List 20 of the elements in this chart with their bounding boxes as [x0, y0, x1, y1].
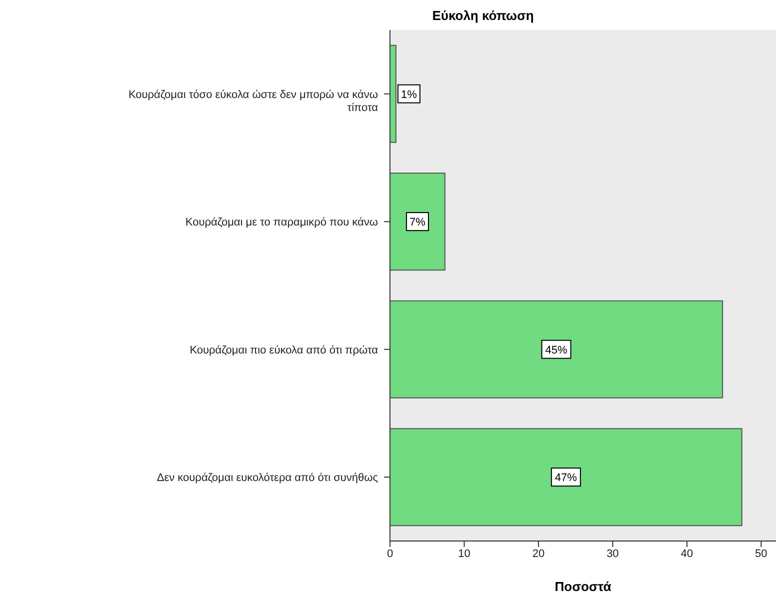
x-tick-label: 10	[458, 548, 470, 560]
x-tick-label: 20	[532, 548, 545, 560]
x-tick-label: 30	[606, 548, 619, 560]
x-tick-label: 0	[386, 548, 394, 560]
bar	[390, 428, 742, 526]
y-tick-label: Κουράζομαι με το παραμικρό που κάνω	[185, 216, 378, 229]
bar	[390, 300, 724, 398]
x-tick-label: 50	[755, 548, 768, 560]
data-label: 45%	[545, 344, 568, 356]
data-label: 47%	[554, 472, 578, 484]
y-tick-label: Κουράζομαι τόσο εύκολα ώστε δεν μπορώ να κάνω τίποτα	[128, 88, 379, 114]
data-label: 7%	[410, 216, 426, 229]
y-tick-label: Κουράζομαι πιο εύκολα από ότι πρώτα	[190, 344, 379, 356]
chart-title: Εύκολη κόπωση	[431, 8, 535, 25]
y-tick-label: Δεν κουράζομαι ευκολότερα από ότι συνήθως	[156, 472, 378, 484]
data-label: 1%	[400, 88, 418, 101]
x-axis-title: Ποσοστά	[554, 579, 612, 594]
bar	[390, 44, 396, 143]
bar	[390, 172, 446, 271]
x-tick-label: 40	[680, 548, 694, 560]
